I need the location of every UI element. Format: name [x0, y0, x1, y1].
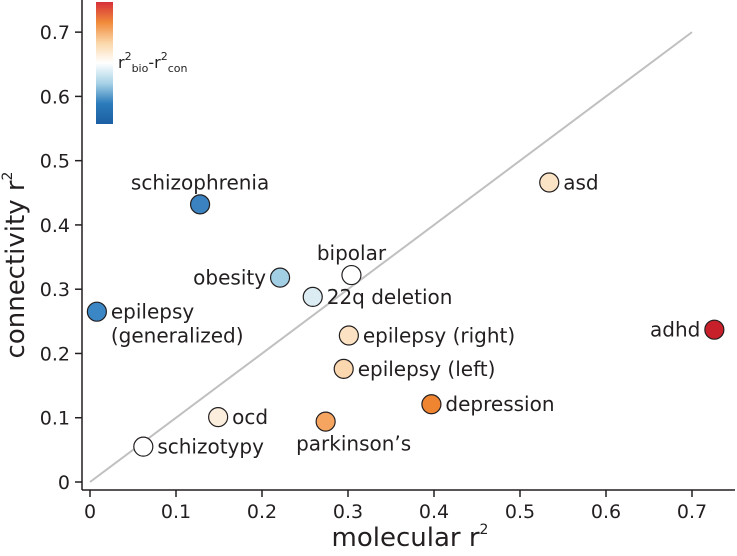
data-label: epilepsy (generalized)	[111, 300, 244, 348]
data-label: schizotypy	[157, 435, 264, 459]
data-label: 22q deletion	[327, 285, 453, 309]
data-label: obesity	[193, 266, 266, 290]
data-label: epilepsy (right)	[363, 323, 515, 347]
x-tick-label: 0.1	[161, 501, 191, 523]
data-point	[86, 301, 107, 322]
data-point	[208, 406, 229, 428]
data-label: depression	[445, 392, 554, 416]
axes: 0 0.1 0.2 0.3 0.4 0.5 0.6 0.7 0 0.1 0.2 0.3 0.4 0.5 0.…	[40, 0, 735, 523]
data-point	[539, 172, 560, 193]
data-label: epilepsy (left)	[358, 357, 496, 381]
data-point	[704, 319, 725, 340]
y-tick-label: 0.7	[40, 22, 70, 44]
y-tick-label: 0.5	[40, 151, 70, 173]
x-tick-label: 0.3	[333, 501, 363, 523]
x-tick-label: 0.5	[505, 501, 535, 523]
data-point	[338, 325, 359, 346]
y-tick-label: 0.6	[40, 86, 70, 108]
x-tick-label: 0.2	[247, 501, 277, 523]
data-point	[341, 264, 362, 286]
data-point	[189, 194, 211, 215]
y-axis-title: connectivity r2	[0, 172, 31, 359]
x-axis-title: molecular r2	[332, 522, 489, 553]
colorbar-label: r2bio-r2con	[118, 50, 187, 75]
data-label: bipolar	[317, 241, 387, 265]
x-tick-label: 0.7	[677, 501, 707, 523]
data-label: asd	[563, 171, 598, 195]
x-tick-label: 0.6	[591, 501, 621, 523]
x-tick-label: 0.4	[419, 501, 449, 523]
x-tick-label: 0	[84, 501, 96, 523]
y-tick-label: 0.4	[40, 215, 70, 237]
data-label: adhd	[650, 318, 700, 342]
data-point	[269, 267, 291, 288]
data-points	[86, 172, 725, 457]
data-labels: schizophrenia asd bipolar obesity 22q deleti…	[111, 170, 700, 458]
data-point	[133, 436, 154, 457]
y-tick-label: 0.3	[40, 279, 70, 301]
data-point	[302, 286, 323, 308]
y-tick-label: 0.2	[40, 343, 70, 365]
data-point	[315, 411, 336, 432]
data-point	[333, 358, 354, 379]
data-point	[421, 394, 442, 415]
data-label: ocd	[232, 405, 268, 429]
data-label: parkinson’s	[296, 432, 411, 456]
colorbar: r2bio-r2con	[96, 2, 187, 124]
y-tick-label: 0.1	[40, 408, 70, 430]
identity-line	[89, 31, 693, 483]
y-tick-label: 0	[58, 472, 70, 494]
data-label: schizophrenia	[131, 170, 269, 194]
colorbar-gradient	[96, 2, 113, 124]
